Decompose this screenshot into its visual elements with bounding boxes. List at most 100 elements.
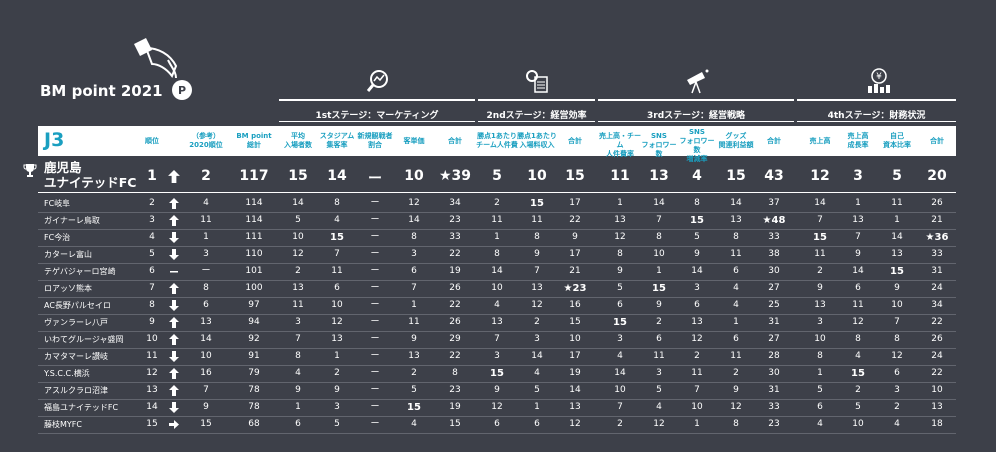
cell-c6: 15 <box>490 368 504 379</box>
team-name: ガイナーレ鳥取 <box>44 216 100 225</box>
table-row: いわてグルージャ盛岡 10 14 92 7 13 ー 9 29 7 3 10 3 6 12 6 27 10 8 8 26 <box>38 331 956 349</box>
leader-value-c9: 11 <box>610 168 630 184</box>
cell-rank: 9 <box>149 317 155 327</box>
column-header-c10: SNS フォロワー数 <box>641 132 677 158</box>
cell-c1: 12 <box>292 249 304 259</box>
cell-c8: 21 <box>569 266 581 276</box>
cell-c3: ー <box>370 232 380 242</box>
arrow-down-icon <box>169 232 179 243</box>
cell-c10: 5 <box>656 385 662 395</box>
cell-prev: 6 <box>203 300 209 310</box>
cell-c12: 11 <box>730 249 742 259</box>
arrow-down-icon <box>169 402 179 413</box>
cell-c6: 6 <box>494 419 500 429</box>
cell-c2: 9 <box>334 385 340 395</box>
cell-c6: 14 <box>491 266 503 276</box>
cell-c15: 1 <box>855 198 861 208</box>
cell-c8: 13 <box>569 402 581 412</box>
cell-c1: 14 <box>292 198 304 208</box>
column-header-c13: 合計 <box>767 136 781 145</box>
team-name: アスルクラロ沼津 <box>44 386 108 395</box>
cell-c14: 10 <box>814 334 826 344</box>
cell-c1: 2 <box>295 266 301 276</box>
cell-c10: 11 <box>653 351 665 361</box>
cell-c16: 2 <box>894 402 900 412</box>
cell-c15: 2 <box>855 385 861 395</box>
cell-rank: 12 <box>146 368 158 378</box>
leader-value-c10: 13 <box>649 168 669 184</box>
column-header-c2: スタジアム 集客率 <box>319 132 355 149</box>
cell-c1: 8 <box>295 351 301 361</box>
cell-c13: 27 <box>768 334 780 344</box>
cell-c1: 1 <box>295 402 301 412</box>
stage-2-underline <box>478 121 595 122</box>
cell-c2: 13 <box>331 334 343 344</box>
cell-c10: 8 <box>656 232 662 242</box>
cell-c2: 6 <box>334 283 340 293</box>
cell-prev: 3 <box>203 249 209 259</box>
cell-c7: 12 <box>531 300 543 310</box>
cell-c3: ー <box>370 419 380 429</box>
column-header-c4: 客単価 <box>403 136 425 145</box>
cell-c3: ー <box>370 385 380 395</box>
cell-prev: 16 <box>200 368 212 378</box>
cell-c3: ー <box>370 266 380 276</box>
cell-c12: 6 <box>733 334 739 344</box>
cell-c10: 7 <box>656 215 662 225</box>
cell-c1: 6 <box>295 419 301 429</box>
arrow-up-icon <box>169 198 179 209</box>
cell-c13: 37 <box>768 198 780 208</box>
arrow-up-icon <box>169 385 179 396</box>
cell-c10: 15 <box>652 283 666 294</box>
cell-c13: 38 <box>768 249 780 259</box>
cell-c15: 6 <box>855 283 861 293</box>
cell-c12: 9 <box>733 385 739 395</box>
column-header-c12: グッズ 関連利益額 <box>718 132 754 149</box>
stage-3-label: 3rdステージ：経営戦略 <box>647 111 745 121</box>
cell-c16: 14 <box>891 232 903 242</box>
cell-c5: 19 <box>449 266 461 276</box>
arrow-down-icon <box>169 351 179 362</box>
cell-c6: 3 <box>494 351 500 361</box>
cell-c8: 14 <box>569 385 581 395</box>
cell-c13: 28 <box>768 351 780 361</box>
cell-c12: 6 <box>733 266 739 276</box>
cell-rank: 2 <box>149 198 155 208</box>
cell-c11: 14 <box>691 266 703 276</box>
stage-4-label: 4thステージ：財務状況 <box>827 111 926 121</box>
cell-c13: 25 <box>768 300 780 310</box>
cell-c9: 1 <box>617 198 623 208</box>
cell-c9: 2 <box>617 419 623 429</box>
stage-4-underline <box>797 121 956 122</box>
leader-value-c8: 15 <box>565 168 585 184</box>
cell-c6: 1 <box>494 232 500 242</box>
cell-c5: 22 <box>449 249 461 259</box>
cell-c6: 10 <box>491 283 503 293</box>
cell-c13: ★48 <box>762 215 786 226</box>
cell-c14: 6 <box>817 402 823 412</box>
arrow-up-icon <box>168 170 180 183</box>
cell-c3: ー <box>370 283 380 293</box>
leader-value-c12: 15 <box>726 168 746 184</box>
cell-c17: 24 <box>931 351 943 361</box>
cell-c12: 8 <box>733 419 739 429</box>
cell-rank: 7 <box>149 283 155 293</box>
cell-c11: 7 <box>694 385 700 395</box>
cell-c12: 14 <box>730 198 742 208</box>
cell-c14: 11 <box>814 249 826 259</box>
cell-c11: 5 <box>694 232 700 242</box>
table-row: FC岐阜 2 4 114 14 8 ー 12 34 2 15 17 1 14 8 14 37 14 1 11 26 <box>38 195 956 213</box>
hand-coin-icon: P <box>134 38 192 100</box>
leader-value-c13: 43 <box>764 168 784 184</box>
cell-c4: 9 <box>411 334 417 344</box>
team-name: ヴァンラーレ八戸 <box>44 318 108 327</box>
cell-c15: 12 <box>852 317 864 327</box>
team-name: Y.S.C.C.横浜 <box>44 369 90 378</box>
team-name: いわてグルージャ盛岡 <box>44 335 124 344</box>
cell-c14: 1 <box>817 368 823 378</box>
cell-c3: ー <box>370 300 380 310</box>
leader-value-c5: ★39 <box>438 168 472 184</box>
cell-c11: 1 <box>694 419 700 429</box>
table-row: AC長野パルセイロ 8 6 97 11 10 ー 1 22 4 12 16 6 9 6 4 25 13 11 10 34 <box>38 297 956 315</box>
column-header-c9: 売上高・チーム 人件費率 <box>599 132 641 158</box>
